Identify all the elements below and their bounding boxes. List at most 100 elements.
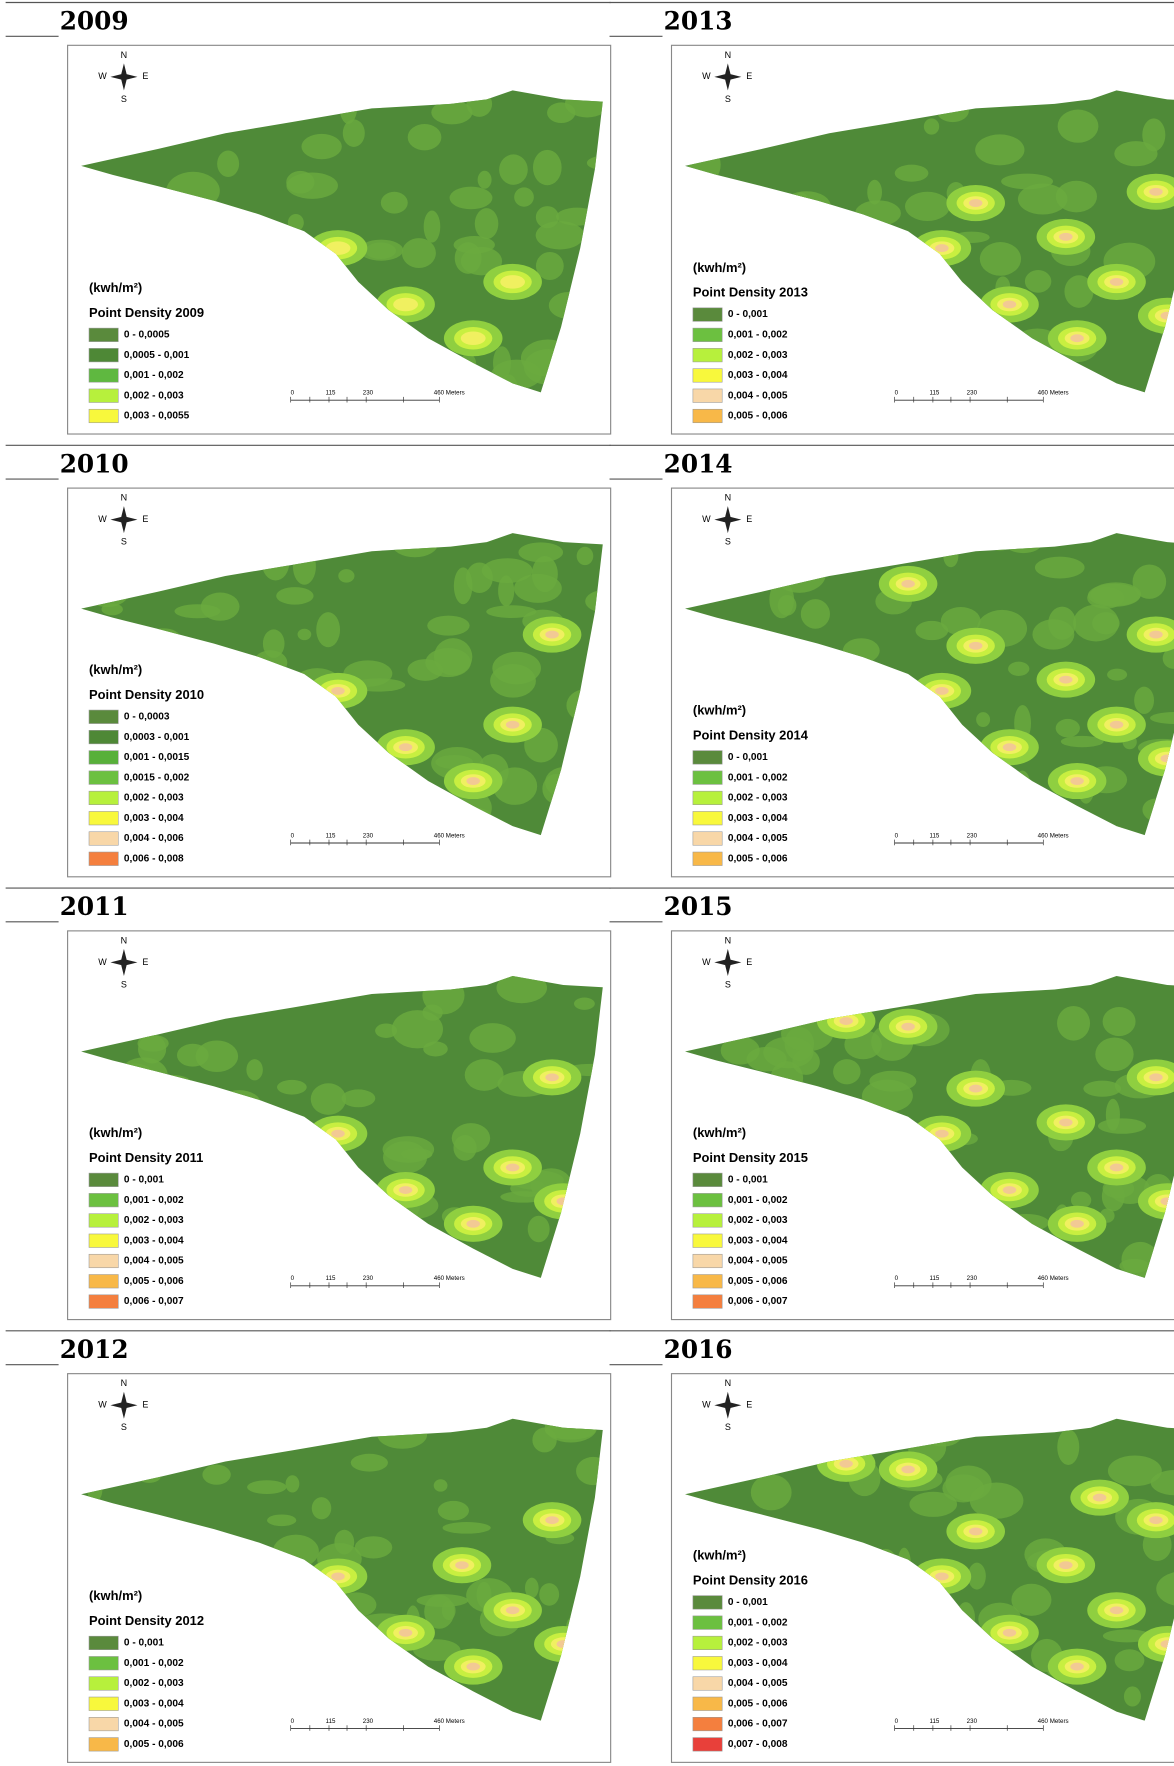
density-patch [1142, 118, 1165, 151]
density-patch [247, 1480, 286, 1494]
scale-label: 460 Meters [1038, 1718, 1069, 1725]
legend-label: 0,003 - 0,004 [728, 813, 788, 824]
density-patch [455, 1561, 469, 1569]
scale-label: 230 [967, 1275, 978, 1282]
density-patch [196, 1040, 239, 1072]
density-patch [422, 1005, 442, 1021]
legend-swatch [89, 791, 118, 805]
legend-swatch [89, 1656, 118, 1670]
legend-label: 0,001 - 0,002 [728, 1195, 788, 1206]
density-patch [217, 151, 239, 178]
compass-label: E [142, 514, 148, 524]
compass-label: W [702, 957, 711, 967]
density-patch [1073, 605, 1119, 642]
legend-swatch [89, 751, 118, 765]
legend-label: 0 - 0,001 [124, 1638, 164, 1649]
density-patch [101, 603, 122, 615]
compass-label: E [142, 957, 148, 967]
density-patch [801, 599, 830, 629]
legend-label: 0,002 - 0,003 [124, 793, 184, 804]
density-patch [461, 331, 486, 345]
scale-label: 0 [895, 1718, 899, 1725]
density-patch [1056, 719, 1080, 738]
density-patch [506, 1606, 520, 1614]
legend-label: 0,001 - 0,002 [124, 1195, 184, 1206]
legend-swatch [693, 1697, 722, 1711]
density-patch [1059, 1118, 1073, 1126]
density-patch [316, 612, 340, 647]
map-panel: 2015NSWE0115230460 Meters(kwh/m²)Point D… [610, 888, 1174, 1320]
map-panel: 2014NSWE0115230460 Meters(kwh/m²)Point D… [610, 445, 1174, 877]
density-patch [545, 1516, 559, 1524]
density-patch [331, 1573, 345, 1581]
density-patch [402, 238, 436, 268]
scale-label: 115 [326, 832, 336, 839]
density-patch [434, 1479, 448, 1491]
map-panel: 2010NSWE0115230460 Meters(kwh/m²)Point D… [6, 445, 625, 877]
density-patch [1088, 584, 1141, 607]
compass-label: N [725, 1378, 732, 1388]
legend-label: 0,003 - 0,004 [728, 370, 788, 381]
legend-label: 0,005 - 0,006 [728, 411, 788, 422]
density-patch [528, 1216, 550, 1242]
scale-label: 115 [326, 390, 336, 397]
density-patch [839, 1460, 853, 1468]
density-patch [935, 687, 949, 695]
scale-label: 115 [930, 1275, 940, 1282]
density-patch [450, 187, 493, 210]
density-patch [969, 1527, 983, 1535]
density-patch [539, 1583, 559, 1606]
legend-unit: (kwh/m²) [693, 1548, 746, 1563]
density-patch [334, 1530, 354, 1555]
density-patch [201, 593, 240, 621]
legend-label: 0,004 - 0,005 [728, 1256, 788, 1267]
legend-label: 0,004 - 0,005 [728, 1678, 788, 1689]
density-patch [1098, 1118, 1146, 1133]
legend-swatch [89, 730, 118, 744]
density-patch [506, 721, 520, 729]
density-patch [338, 569, 354, 582]
density-patch [202, 1465, 230, 1485]
density-patch [399, 743, 413, 751]
panel-year: 2009 [60, 7, 129, 36]
compass-label: S [725, 979, 731, 989]
density-patch [381, 192, 408, 214]
legend-swatch [693, 348, 722, 362]
compass-label: W [702, 71, 711, 81]
compass-label: S [121, 979, 127, 989]
panel-year: 2016 [664, 1335, 733, 1364]
density-patch [1059, 1561, 1073, 1569]
legend-unit: (kwh/m²) [89, 1125, 142, 1140]
density-patch [1093, 1494, 1107, 1502]
legend-title: Point Density 2009 [89, 305, 204, 320]
legend-label: 0,005 - 0,006 [728, 1698, 788, 1709]
legend-label: 0,006 - 0,007 [124, 1296, 184, 1307]
density-patch [935, 1573, 949, 1581]
legend-swatch [693, 409, 722, 423]
legend-swatch [693, 308, 722, 322]
density-patch [1003, 1186, 1017, 1194]
density-patch [1110, 1164, 1124, 1172]
legend-title: Point Density 2011 [89, 1150, 203, 1165]
density-patch [536, 206, 559, 228]
compass-label: S [121, 94, 127, 104]
compass-label: E [746, 1400, 752, 1410]
compass-label: S [725, 1422, 731, 1432]
density-patch [901, 1023, 915, 1031]
density-patch [935, 1130, 949, 1138]
panel-year: 2010 [60, 449, 129, 478]
legend-label: 0,001 - 0,002 [124, 370, 184, 381]
density-patch [393, 298, 418, 312]
density-patch [901, 1465, 915, 1473]
density-patch [351, 1454, 388, 1472]
density-patch [466, 1663, 480, 1671]
density-patch [298, 629, 312, 640]
density-patch [969, 642, 983, 650]
density-patch [1095, 1037, 1133, 1071]
density-patch [1035, 557, 1085, 579]
scale-label: 115 [326, 1275, 336, 1282]
legend-label: 0,001 - 0,002 [124, 1658, 184, 1669]
density-patch [901, 580, 915, 588]
density-patch [1058, 110, 1099, 143]
legend-swatch [89, 710, 118, 724]
